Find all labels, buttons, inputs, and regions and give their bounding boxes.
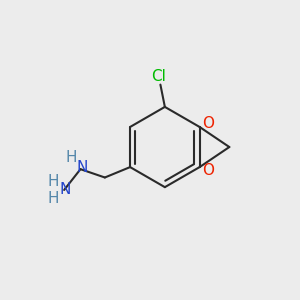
Text: N: N [76, 160, 88, 175]
Text: H: H [47, 191, 58, 206]
Text: O: O [202, 116, 214, 131]
Text: O: O [202, 163, 214, 178]
Text: N: N [60, 182, 71, 197]
Text: H: H [65, 150, 77, 165]
Text: H: H [47, 174, 58, 189]
Text: Cl: Cl [152, 69, 166, 84]
